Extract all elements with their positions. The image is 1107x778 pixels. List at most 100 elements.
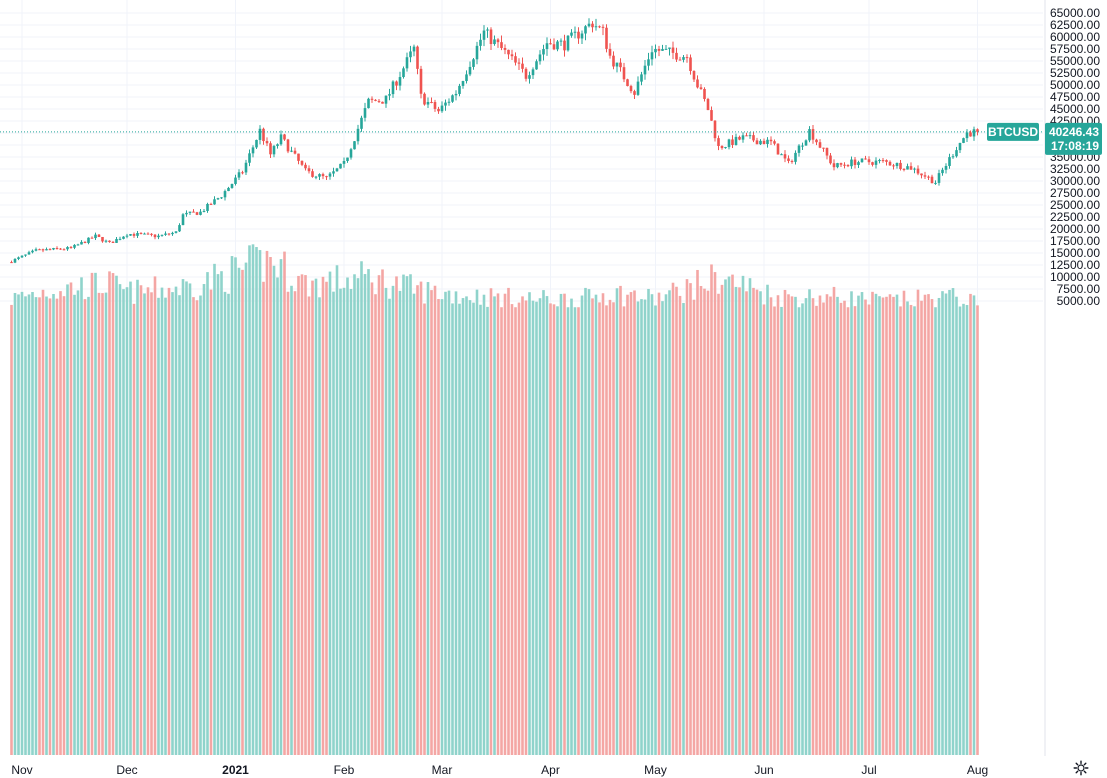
volume-bar	[654, 305, 657, 755]
volume-bar	[626, 294, 629, 755]
candle-body	[62, 249, 66, 251]
volume-bar	[619, 285, 622, 755]
candle-body	[808, 129, 811, 141]
volume-bar	[601, 293, 605, 755]
candle-body	[423, 93, 426, 105]
volume-bar	[311, 280, 314, 755]
volume-bar	[552, 304, 556, 755]
volume-bar	[538, 298, 542, 755]
time-axis[interactable]: Nov Dec 2021 Feb Mar Apr May Jun Jul Aug	[11, 763, 988, 777]
candle-body	[640, 74, 643, 82]
candle-body	[881, 160, 885, 162]
volume-bar	[440, 299, 444, 755]
candle-body	[780, 154, 783, 156]
candle-body	[461, 81, 465, 86]
candle-body	[584, 26, 587, 34]
volume-bar	[804, 298, 808, 755]
volume-bar	[594, 294, 598, 755]
candle-body	[916, 168, 920, 174]
volume-bar	[881, 297, 885, 755]
candle-body	[276, 144, 279, 147]
candle-body	[668, 47, 671, 49]
volume-bar	[510, 304, 514, 755]
volume-bar	[867, 304, 871, 755]
volume-bar	[598, 302, 601, 755]
volume-bar	[556, 306, 559, 755]
volume-bar	[647, 288, 650, 755]
volume-bar	[59, 291, 62, 755]
volume-bar	[52, 293, 55, 755]
candle-body	[944, 165, 948, 170]
candle-body	[825, 147, 829, 156]
gear-icon[interactable]	[1073, 760, 1089, 776]
candle-body	[626, 79, 629, 87]
candle-body	[951, 156, 955, 158]
volume-bar	[769, 297, 773, 755]
candle-body	[885, 160, 888, 162]
candle-body	[643, 65, 647, 75]
candle-body	[300, 160, 304, 165]
candle-body	[559, 40, 563, 42]
volume-bar	[230, 256, 234, 755]
candle-body	[927, 176, 930, 178]
candle-body	[605, 27, 608, 49]
grid	[0, 0, 1043, 755]
volume-bar	[948, 289, 951, 755]
volume-bar	[87, 296, 90, 755]
volume-bar	[703, 288, 706, 755]
volume-bar	[472, 302, 475, 755]
time-tick-label: Aug	[967, 763, 988, 777]
candle-body	[199, 211, 202, 215]
volume-bar	[965, 305, 969, 755]
candle-body	[465, 74, 468, 82]
volume-bar	[66, 284, 69, 755]
volume-bar	[321, 276, 325, 755]
volume-bar	[335, 265, 339, 755]
volume-bar	[752, 287, 755, 755]
volume-bar	[587, 289, 591, 755]
volume-bar	[409, 274, 412, 755]
candle-body	[160, 234, 164, 236]
candle-body	[703, 88, 706, 99]
candle-body	[608, 48, 612, 56]
candle-body	[549, 43, 552, 45]
volume-bar	[780, 306, 783, 755]
volume-bar	[629, 292, 633, 755]
time-tick-label: Nov	[11, 763, 32, 777]
volume-bar	[811, 298, 815, 755]
candle-body	[311, 171, 314, 177]
candle-body	[591, 23, 594, 28]
price-axis[interactable]: 5000.007500.0010000.0012500.0015000.0017…	[1050, 6, 1100, 308]
volume-bar	[517, 302, 521, 755]
volume-bar	[38, 297, 41, 755]
price-tick-label: 32500.00	[1050, 162, 1100, 176]
volume-bar	[157, 297, 160, 755]
candle-body	[153, 234, 157, 238]
time-tick-label: Dec	[116, 763, 137, 777]
volume-bar	[10, 304, 13, 755]
candle-body	[692, 71, 696, 80]
candle-body	[31, 250, 34, 253]
volume-bar	[717, 293, 720, 755]
volume-bar	[605, 305, 608, 755]
volume-bar	[741, 275, 745, 755]
candle-body	[871, 162, 874, 165]
candle-body	[237, 172, 241, 178]
volume-bar	[748, 278, 752, 755]
volume-bar	[850, 291, 853, 755]
candle-body	[349, 149, 353, 158]
candle-body	[895, 162, 899, 167]
volume-bar	[713, 272, 717, 755]
volume-bar	[167, 287, 171, 755]
candle-body	[647, 59, 650, 66]
candle-body	[545, 43, 549, 50]
candle-body	[727, 139, 731, 148]
volume-bar	[846, 307, 850, 755]
volume-bar	[871, 291, 874, 755]
volume-bar	[269, 257, 272, 755]
candle-body	[503, 47, 507, 50]
candle-body	[699, 87, 703, 89]
volume-bar	[171, 292, 174, 755]
volume-bar	[360, 261, 363, 755]
